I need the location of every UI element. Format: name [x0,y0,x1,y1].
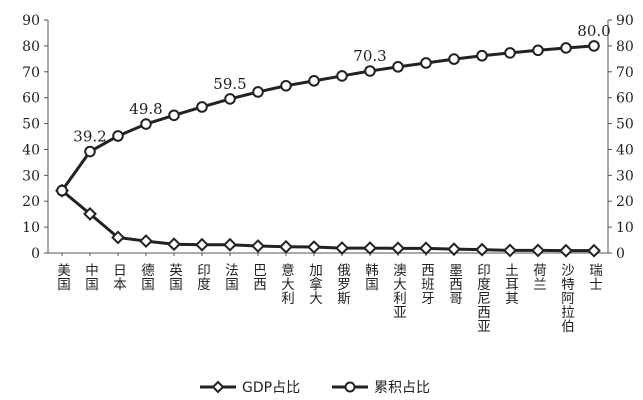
left-y-axis-ticks: 0 10 20 30 40 50 60 70 80 90 [22,13,48,262]
x-category-label: 加拿大 [306,263,323,305]
series-line-cumulative-share [60,44,595,192]
right-y-tick-label: 60 [616,91,634,107]
point-marker-cumulative-share [308,75,320,87]
point-marker-cumulative-share [476,49,488,62]
point-marker-gdp-share [475,242,489,257]
point-marker-gdp-share [447,242,461,257]
point-marker-cumulative-share [532,44,544,57]
point-marker-gdp-share [391,241,405,256]
point-marker-gdp-share [503,243,517,258]
point-marker-cumulative-share [364,65,376,77]
point-marker-cumulative-share [560,42,572,54]
right-y-tick-label: 50 [616,117,634,133]
x-category-label: 美国 [54,263,71,291]
left-y-tick-label: 0 [31,246,40,262]
point-marker-cumulative-share [420,57,432,69]
point-marker-cumulative-share [224,93,236,105]
point-marker-cumulative-share [448,53,460,65]
data-label: 80.0 [577,22,610,40]
legend-circle-icon [344,381,356,393]
point-marker-gdp-share [223,237,237,252]
left-y-tick-label: 20 [22,194,40,210]
data-label: 59.5 [213,75,246,93]
x-axis-categories: 美国 中国 日本 德国 英国 印度 法国 巴西 意大利 加拿大 俄罗斯 韩国 澳大利亚 西班牙 墨西哥 印度尼… [54,253,603,333]
point-marker-gdp-share [363,241,377,255]
left-y-tick-label: 50 [22,117,40,133]
point-marker-cumulative-share [392,61,404,73]
legend-label: GDP占比 [242,380,300,396]
x-category-label: 瑞士 [586,263,603,291]
data-label: 39.2 [73,128,106,146]
axes [47,20,609,254]
left-y-tick-label: 90 [22,13,40,29]
point-marker-cumulative-share [140,118,152,130]
point-marker-cumulative-share [280,79,292,92]
point-marker-gdp-share [167,237,181,252]
right-y-tick-label: 0 [616,246,625,262]
left-y-tick-label: 70 [22,65,40,81]
left-y-tick-label: 10 [22,220,40,236]
point-marker-gdp-share [335,241,349,255]
x-category-label: 德国 [138,263,155,291]
legend-label: 累积占比 [374,380,430,396]
right-y-tick-label: 10 [616,220,634,236]
point-marker-gdp-share [587,243,601,258]
point-marker-cumulative-share [196,101,208,113]
point-marker-cumulative-share [252,86,264,98]
point-marker-cumulative-share [112,130,124,142]
series-lines [60,44,595,253]
point-marker-cumulative-share [84,145,96,158]
right-y-tick-label: 80 [616,39,634,55]
point-marker-gdp-share [83,206,97,221]
point-marker-gdp-share [531,243,545,258]
x-category-label: 沙特阿拉伯 [558,263,575,333]
x-category-label: 韩国 [362,263,379,291]
point-marker-gdp-share [279,239,293,254]
x-category-label: 意大利 [278,262,295,305]
x-category-label: 巴西 [250,263,267,291]
point-marker-cumulative-share [504,47,516,59]
data-labels: 39.2 49.8 59.5 70.3 80.0 [73,22,610,146]
right-y-tick-label: 20 [616,194,634,210]
x-category-label: 日本 [110,263,127,291]
point-marker-gdp-share [195,237,209,252]
x-category-label: 西班牙 [418,263,435,306]
x-category-label: 中国 [82,263,98,291]
right-y-tick-label: 90 [616,13,634,29]
x-category-label: 法国 [222,263,239,291]
point-marker-cumulative-share [56,184,68,197]
left-y-tick-label: 80 [22,39,40,55]
left-y-tick-label: 60 [22,91,40,107]
legend-diamond-icon [211,380,225,394]
point-marker-cumulative-share [588,40,600,52]
point-marker-gdp-share [251,239,265,253]
left-y-tick-label: 40 [22,142,40,158]
x-category-label: 俄罗斯 [334,263,351,306]
point-marker-gdp-share [111,230,125,245]
point-marker-gdp-share [139,234,153,249]
x-category-label: 土耳其 [502,263,519,305]
right-y-axis-ticks: 0 10 20 30 40 50 60 70 80 90 [608,13,634,262]
data-label: 70.3 [353,47,386,65]
x-category-label: 英国 [166,262,183,291]
x-category-label: 墨西哥 [446,263,463,305]
legend: GDP占比 累积占比 [200,380,430,396]
x-category-label: 荷兰 [530,263,547,291]
right-y-tick-label: 70 [616,65,634,81]
point-marker-gdp-share [419,241,433,256]
right-y-tick-label: 30 [616,168,634,184]
x-category-label: 澳大利亚 [390,263,407,319]
left-y-tick-label: 30 [22,168,40,184]
data-label: 49.8 [129,100,162,118]
x-category-label: 印度 [194,263,211,291]
point-marker-cumulative-share [336,70,348,82]
point-marker-cumulative-share [168,109,180,122]
right-y-tick-label: 40 [616,142,634,158]
series-markers [55,40,601,258]
point-marker-gdp-share [559,243,573,258]
point-marker-gdp-share [307,240,321,254]
x-category-label: 印度尼西亚 [474,263,491,333]
